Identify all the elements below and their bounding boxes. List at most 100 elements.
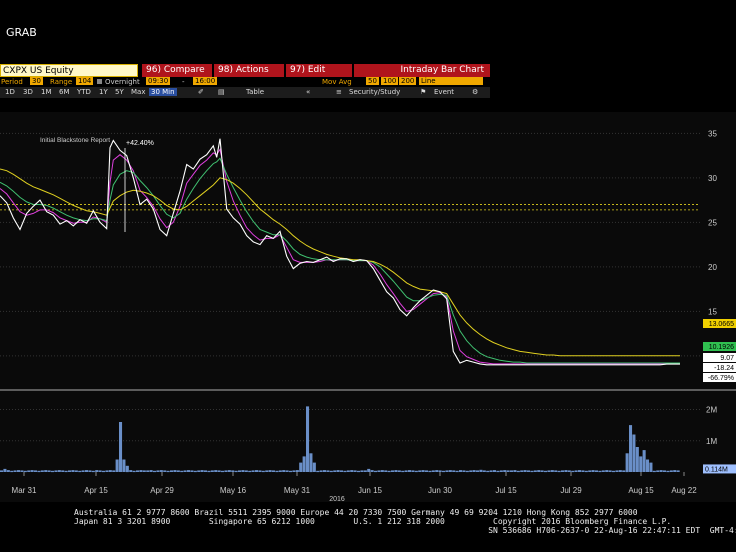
volume-bar bbox=[68, 470, 72, 472]
edit-label: Edit bbox=[307, 65, 326, 75]
volume-bar bbox=[533, 470, 537, 472]
volume-bar bbox=[64, 470, 68, 473]
range-6m[interactable]: 6M bbox=[59, 88, 70, 96]
volume-bar bbox=[452, 470, 456, 472]
volume-bar bbox=[564, 470, 568, 472]
price-tag-label: 9.07 bbox=[720, 355, 734, 362]
draw-line-icon[interactable]: ✐ bbox=[198, 88, 204, 96]
volume-bar bbox=[217, 470, 221, 472]
mov-avg-3[interactable]: 200 bbox=[399, 77, 417, 85]
volume-bar bbox=[34, 470, 38, 472]
ticker-field[interactable]: CXPX US Equity bbox=[0, 64, 138, 77]
actions-button[interactable]: 98) Actions bbox=[214, 64, 284, 77]
chart-annotations: Initial Blackstone Report +42.40% bbox=[40, 137, 154, 232]
volume-bar bbox=[673, 470, 677, 472]
volume-bar bbox=[537, 470, 541, 472]
volume-bar bbox=[574, 470, 578, 472]
x-tick-label: Mar 31 bbox=[12, 486, 37, 495]
volume-bar bbox=[438, 470, 442, 472]
volume-bar bbox=[380, 470, 384, 472]
mov-avg-1[interactable]: 50 bbox=[366, 77, 379, 85]
volume-bar bbox=[275, 470, 279, 473]
volume-bar bbox=[370, 470, 374, 472]
interval-select[interactable]: 30 Min bbox=[149, 88, 177, 96]
volume-bar bbox=[156, 470, 160, 472]
volume-bar bbox=[108, 470, 112, 472]
volume-bar bbox=[646, 459, 650, 472]
layout-icon[interactable]: ▤ bbox=[218, 88, 225, 96]
volume-bar bbox=[462, 470, 466, 472]
compare-label: Compare bbox=[163, 65, 205, 75]
volume-bar bbox=[513, 470, 517, 472]
time-end[interactable]: 16:00 bbox=[193, 77, 218, 85]
security-study-button[interactable]: Security/Study bbox=[349, 88, 401, 96]
volume-bar bbox=[119, 422, 123, 472]
volume-bar bbox=[295, 470, 299, 472]
range-3d[interactable]: 3D bbox=[23, 88, 33, 96]
volume-bar bbox=[227, 470, 231, 472]
price-tick-label: 20 bbox=[708, 263, 717, 272]
volume-bar bbox=[506, 470, 510, 472]
overnight-checkbox[interactable] bbox=[97, 79, 102, 84]
volume-bar bbox=[265, 470, 269, 472]
actions-prefix: 98 bbox=[218, 65, 230, 75]
range-1d[interactable]: 1D bbox=[5, 88, 15, 96]
volume-bar bbox=[503, 470, 507, 472]
volume-bar bbox=[316, 470, 320, 473]
period-value[interactable]: 30 bbox=[30, 77, 43, 85]
time-start[interactable]: 09:30 bbox=[146, 77, 171, 85]
volume-bar bbox=[360, 470, 364, 472]
range-1m[interactable]: 1M bbox=[41, 88, 52, 96]
volume-bar bbox=[384, 470, 388, 472]
volume-bar bbox=[408, 470, 412, 472]
volume-bar bbox=[557, 470, 561, 473]
event-button[interactable]: Event bbox=[434, 88, 455, 96]
table-button[interactable]: Table bbox=[246, 88, 265, 96]
range-value[interactable]: 104 bbox=[76, 77, 94, 85]
volume-bar bbox=[431, 470, 435, 472]
volume-bar bbox=[292, 470, 296, 472]
x-tick-label: May 31 bbox=[284, 486, 311, 495]
volume-bar bbox=[272, 470, 276, 472]
volume-bar bbox=[479, 469, 483, 472]
volume-bar bbox=[234, 470, 238, 473]
price-tag-label: 10.1926 bbox=[709, 344, 734, 351]
volume-bar bbox=[115, 459, 119, 472]
volume-bar bbox=[530, 470, 534, 473]
edit-button[interactable]: 97) Edit bbox=[286, 64, 352, 77]
volume-bar bbox=[0, 470, 4, 472]
volume-bar bbox=[527, 470, 531, 472]
range-5y[interactable]: 5Y bbox=[115, 88, 124, 96]
compare-button[interactable]: 96) Compare bbox=[142, 64, 212, 77]
volume-bar bbox=[47, 470, 51, 472]
mov-avg-2[interactable]: 100 bbox=[381, 77, 399, 85]
volume-bar bbox=[608, 470, 612, 472]
price-tick-label: 25 bbox=[708, 218, 717, 227]
volume-bar bbox=[306, 406, 310, 472]
volume-bar bbox=[98, 470, 102, 472]
x-tick-label: May 16 bbox=[220, 486, 247, 495]
volume-bar bbox=[309, 453, 313, 473]
volume-bar bbox=[241, 470, 245, 472]
volume-bar bbox=[44, 470, 48, 472]
volume-bar bbox=[51, 470, 55, 473]
line-type-select[interactable]: Line bbox=[419, 77, 483, 85]
volume-bar bbox=[54, 470, 58, 472]
volume-bar bbox=[523, 470, 527, 472]
volume-bar bbox=[421, 470, 425, 472]
range-1y[interactable]: 1Y bbox=[99, 88, 108, 96]
year-label: 2016 bbox=[329, 496, 345, 502]
footer: Australia 61 2 9777 8600 Brazil 5511 239… bbox=[74, 508, 736, 535]
rewind-icon[interactable]: « bbox=[306, 88, 311, 96]
volume-bar bbox=[210, 470, 214, 472]
volume-bar bbox=[238, 470, 242, 472]
volume-bar bbox=[258, 470, 262, 472]
settings-gear-icon[interactable]: ⚙ bbox=[472, 88, 479, 96]
volume-bar bbox=[136, 470, 140, 472]
volume-bar bbox=[23, 470, 27, 473]
volume-bar bbox=[190, 470, 194, 472]
volume-tick-label: 2M bbox=[706, 406, 717, 415]
range-max[interactable]: Max bbox=[131, 88, 146, 96]
price-tag-bg bbox=[703, 342, 736, 351]
range-ytd[interactable]: YTD bbox=[77, 88, 91, 96]
